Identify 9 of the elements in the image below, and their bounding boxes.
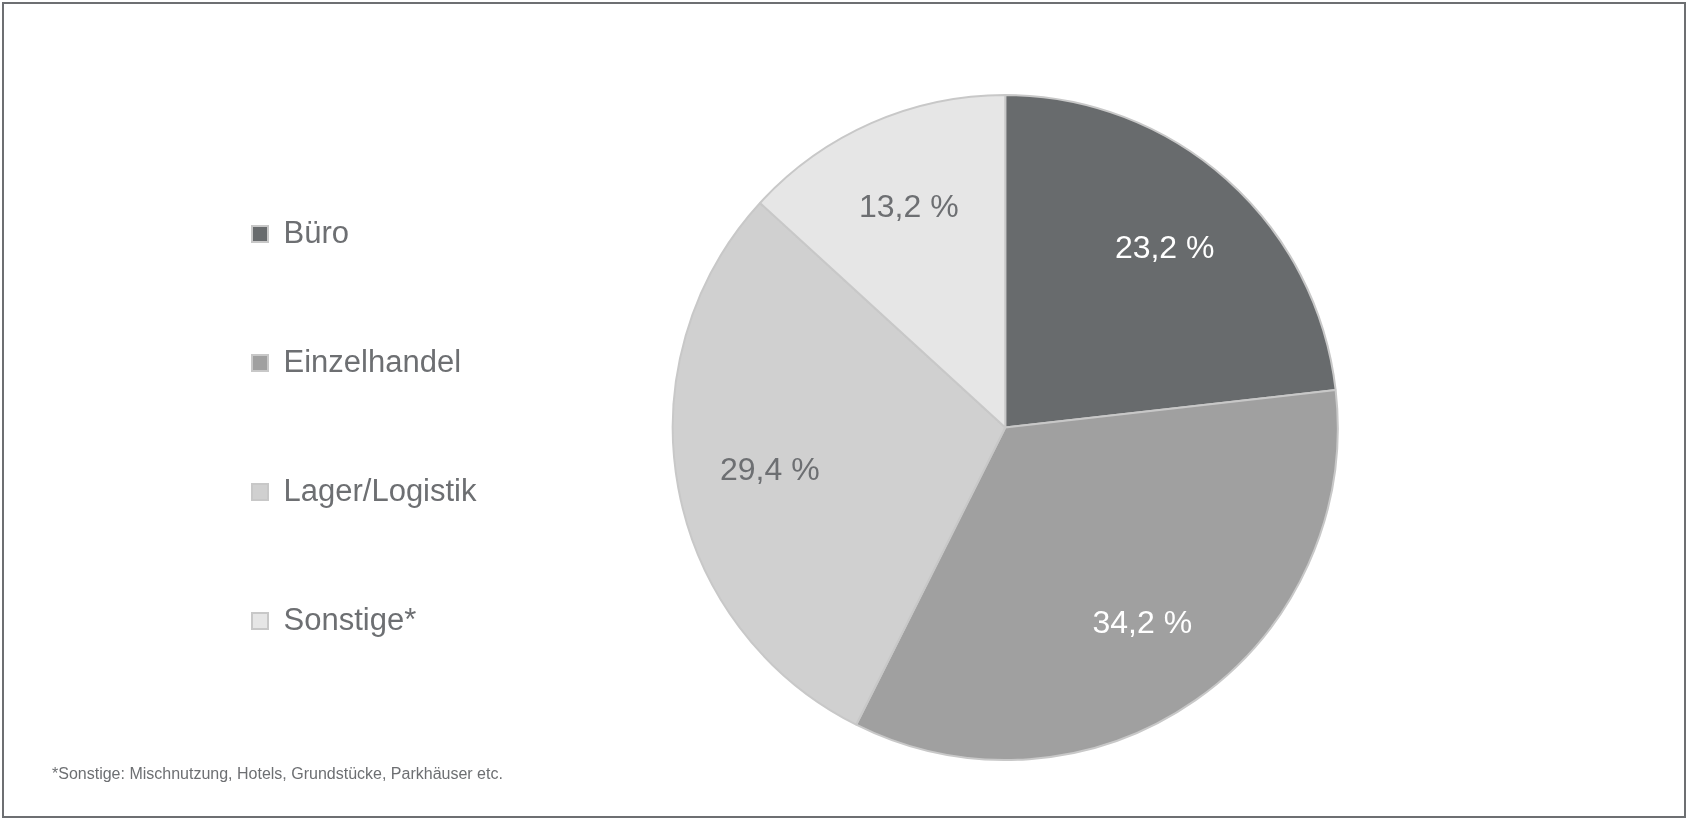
legend-label: Sonstige* — [283, 601, 417, 637]
legend-label: Lager/Logistik — [283, 472, 478, 508]
legend-label: Büro — [283, 214, 349, 250]
legend-label: Einzelhandel — [283, 343, 462, 379]
data-label: 13,2 % — [858, 188, 959, 225]
data-label: 34,2 % — [1092, 603, 1193, 640]
data-label: 29,4 % — [720, 450, 820, 487]
data-label: 23,2 % — [1114, 228, 1215, 265]
text: *Sonstige: Mischnutzung, Hotels, Grundstücke, Parkhäuser etc. — [52, 765, 503, 782]
